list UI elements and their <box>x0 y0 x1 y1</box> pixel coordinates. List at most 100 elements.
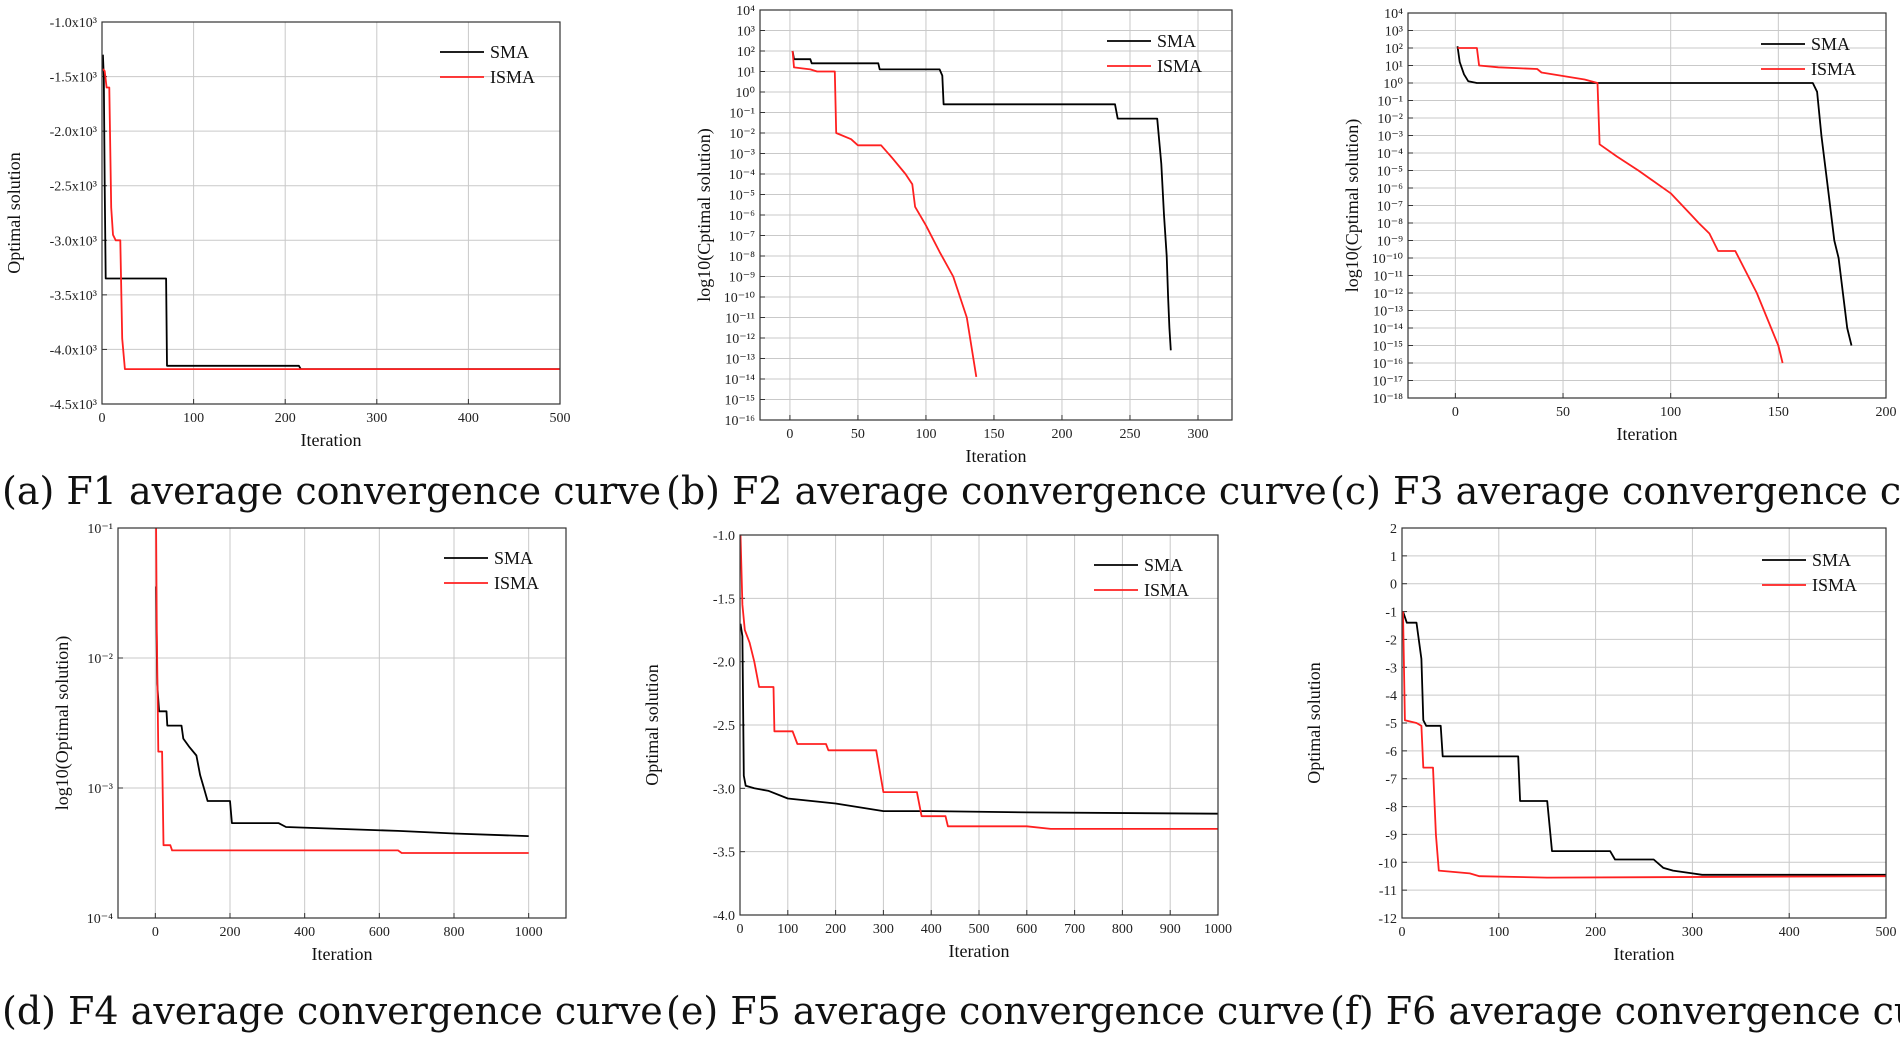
y-tick-label: 10⁻¹ <box>729 107 755 122</box>
y-tick-label: 10³ <box>737 25 755 40</box>
legend-label-sma: SMA <box>1157 31 1196 51</box>
chart-f6: 0 100 200 300 400 500 2 1 0 -1 -2 -3 -4 -5 -6 -7 -8 -9 -10… <box>1304 522 1900 1033</box>
y-tick-label: 10⁻⁶ <box>1377 182 1403 197</box>
y-tick-label: 10⁻⁵ <box>729 189 755 204</box>
x-tick-label: 300 <box>873 922 894 937</box>
x-tick-label: 600 <box>369 925 390 940</box>
x-tick-label: 0 <box>737 922 744 937</box>
y-tick-label: 10⁻¹⁶ <box>1373 357 1404 372</box>
x-tick-label: 700 <box>1064 922 1085 937</box>
x-tick-label: 500 <box>550 411 571 426</box>
x-axis-label: Iteration <box>949 941 1010 961</box>
y-tick-label: 10⁻¹⁵ <box>725 394 756 409</box>
legend-label-sma: SMA <box>1144 555 1183 575</box>
x-tick-label: 400 <box>921 922 942 937</box>
y-tick-label: 10⁴ <box>1384 7 1403 22</box>
x-tick-label: 200 <box>1051 427 1072 442</box>
y-tick-label: 10⁻² <box>729 127 755 142</box>
y-tick-label: 10⁻¹⁷ <box>1373 375 1404 390</box>
chart-f5: 0 100 200 300 400 500 600 700 800 900 1000 -1.0 -1.5… <box>642 529 1325 1033</box>
y-tick-label: 10⁻¹³ <box>725 353 755 368</box>
y-tick-label: 10⁻⁴ <box>87 912 113 927</box>
y-tick-label: 10⁻⁵ <box>1377 165 1403 180</box>
legend-label-sma: SMA <box>494 548 533 568</box>
x-tick-label: 400 <box>1779 925 1800 940</box>
y-tick-label: 10¹ <box>737 66 755 81</box>
x-tick-label: 100 <box>777 922 798 937</box>
x-tick-label: 100 <box>915 427 936 442</box>
x-tick-label: 300 <box>1682 925 1703 940</box>
chart-caption: (b) F2 average convergence curve <box>666 469 1327 513</box>
y-tick-label: -1.5 <box>713 592 735 607</box>
y-tick-label: 10⁻¹¹ <box>725 312 755 327</box>
y-tick-label: 10³ <box>1385 25 1403 40</box>
y-tick-label: -3 <box>1385 661 1397 676</box>
series-line-isma <box>740 535 1218 830</box>
legend-label-isma: ISMA <box>494 573 539 593</box>
chart-caption: (d) F4 average convergence curve <box>2 989 663 1033</box>
y-axis-label: log10(Cptimal solution) <box>1342 119 1363 293</box>
x-tick-label: 200 <box>1585 925 1606 940</box>
y-tick-label: 10⁻¹⁰ <box>724 291 756 306</box>
y-tick-label: 10⁻¹ <box>87 522 113 537</box>
y-tick-label: -11 <box>1379 884 1397 899</box>
y-tick-label: 10⁻¹⁰ <box>1372 252 1404 267</box>
y-tick-label: -2.0x10³ <box>50 125 97 140</box>
x-tick-label: 0 <box>1399 925 1406 940</box>
x-tick-label: 200 <box>220 925 241 940</box>
x-tick-label: 0 <box>99 411 106 426</box>
y-tick-label: -3.0x10³ <box>50 234 97 249</box>
x-tick-label: 50 <box>851 427 865 442</box>
legend-label-isma: ISMA <box>1157 56 1202 76</box>
x-tick-label: 250 <box>1119 427 1140 442</box>
y-tick-label: -7 <box>1385 773 1397 788</box>
x-tick-label: 400 <box>458 411 479 426</box>
x-axis-label: Iteration <box>1617 424 1678 444</box>
y-tick-label: 10⁰ <box>1383 77 1403 92</box>
x-tick-label: 100 <box>1660 405 1681 420</box>
x-tick-label: 100 <box>1488 925 1509 940</box>
y-tick-label: -2 <box>1385 633 1397 648</box>
x-tick-label: 0 <box>1452 405 1459 420</box>
y-axis-label: Optimal solution <box>1304 662 1324 784</box>
y-tick-label: 10⁻¹⁶ <box>725 414 756 429</box>
y-tick-label: 10⁰ <box>735 86 755 101</box>
chart-caption: (a) F1 average convergence curve <box>2 469 661 513</box>
y-tick-label: -2.5 <box>713 719 735 734</box>
y-axis-label: Optimal solution <box>4 152 24 274</box>
x-tick-label: 150 <box>983 427 1004 442</box>
y-tick-label: -2.0 <box>713 656 735 671</box>
legend-label-isma: ISMA <box>1144 580 1189 600</box>
x-tick-label: 0 <box>786 427 793 442</box>
y-tick-label: -3.0 <box>713 782 735 797</box>
legend-label-isma: ISMA <box>1811 59 1856 79</box>
y-tick-label: -1.0x10³ <box>50 16 97 31</box>
plot-frame <box>759 9 1233 421</box>
y-axis-label: log10(Cptimal solution) <box>694 128 715 302</box>
y-tick-label: 10⁻¹⁵ <box>1373 340 1404 355</box>
legend-label-sma: SMA <box>1812 550 1851 570</box>
x-tick-label: 800 <box>444 925 465 940</box>
plot-frame <box>101 21 561 405</box>
y-tick-label: 10⁻² <box>87 652 113 667</box>
x-tick-label: 500 <box>969 922 990 937</box>
y-tick-label: -6 <box>1385 745 1397 760</box>
y-tick-label: 2 <box>1390 522 1397 537</box>
series-line-sma <box>740 623 1218 815</box>
y-tick-label: -8 <box>1385 801 1397 816</box>
y-tick-label: 10⁻¹² <box>1373 287 1403 302</box>
plot-frame <box>1407 12 1887 399</box>
plot-frame <box>1401 527 1887 919</box>
x-tick-label: 600 <box>1016 922 1037 937</box>
y-tick-label: 10² <box>737 45 755 60</box>
plot-frame <box>739 534 1219 916</box>
series-line-sma <box>791 50 1172 351</box>
plot-frame <box>117 527 567 919</box>
chart-f1: 0 100 200 300 400 500 -1.0x10³ -1.5x10³ -2.0x10³… <box>2 16 661 513</box>
legend-label-sma: SMA <box>1811 34 1850 54</box>
x-tick-label: 500 <box>1876 925 1897 940</box>
y-tick-label: 10¹ <box>1385 60 1403 75</box>
y-tick-label: 10⁻² <box>1377 112 1403 127</box>
y-tick-label: -4.0x10³ <box>50 343 97 358</box>
